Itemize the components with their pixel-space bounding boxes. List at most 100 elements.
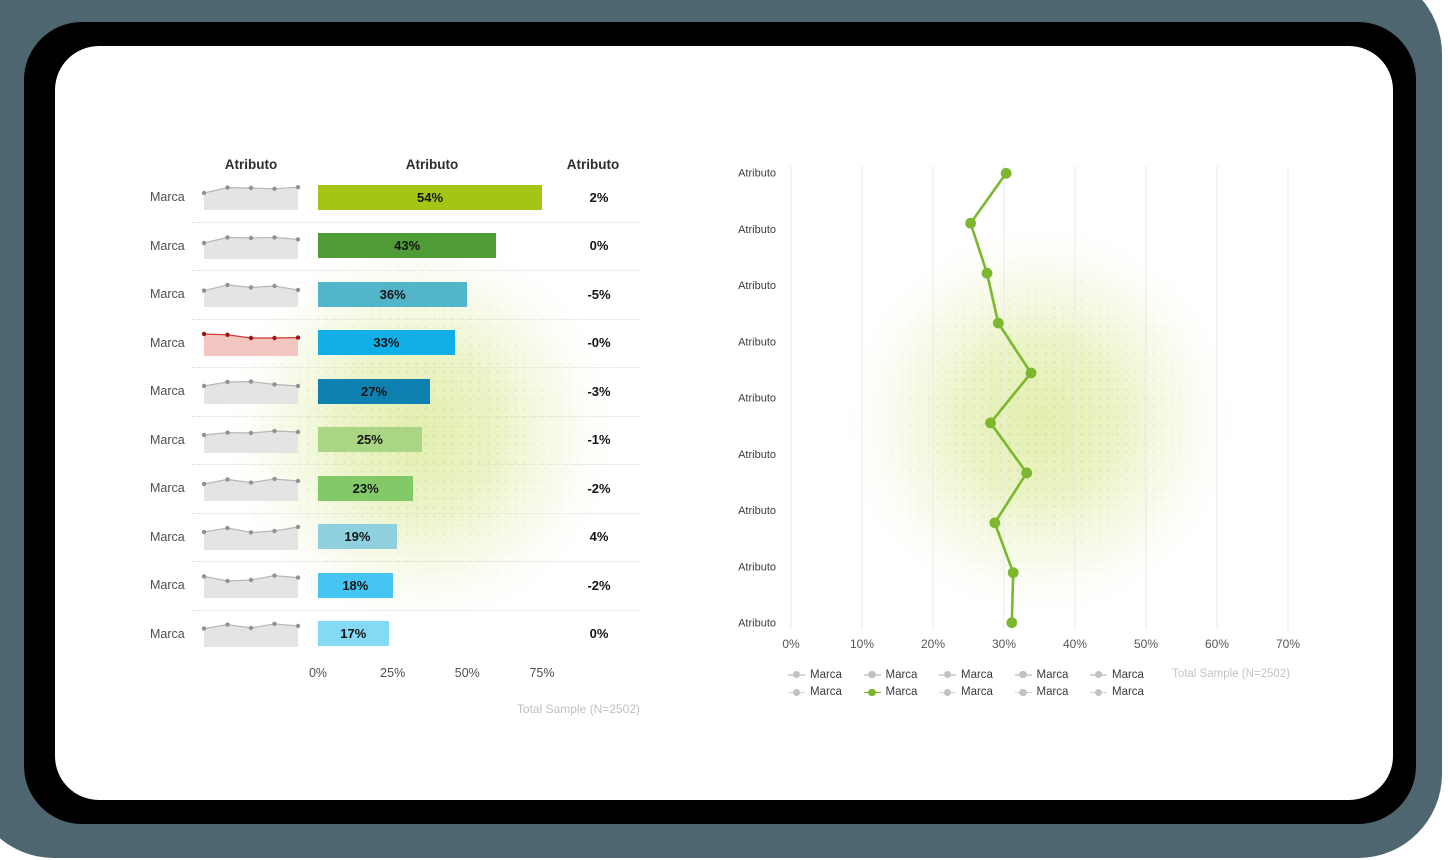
legend-label: Marca	[810, 686, 842, 699]
sparkline	[201, 185, 301, 211]
data-point	[992, 317, 1004, 329]
table-row: Marca 25% -1%	[150, 415, 640, 465]
legend-marker-icon	[939, 688, 956, 697]
sparkline-point	[225, 622, 230, 627]
legend-label: Marca	[885, 668, 918, 681]
sparkline-point	[248, 529, 254, 535]
category-label: Atributo	[738, 224, 776, 236]
category-label: Atributo	[738, 618, 776, 630]
table-row: Marca 18% -2%	[150, 561, 640, 610]
sparkline-point	[225, 430, 230, 435]
dashboard-card: Atributo Atributo Atributo Marca 54% 2% Mar…	[55, 46, 1393, 800]
brand-label: Marca	[150, 432, 185, 447]
sparkline	[201, 283, 301, 308]
sparkline-point	[272, 573, 277, 579]
brand-attribute-table: Atributo Atributo Atributo Marca 54% 2% Mar…	[150, 155, 640, 716]
value-bar: 23%	[318, 475, 414, 501]
sparkline-area	[204, 479, 298, 502]
sparkline-area	[204, 187, 298, 211]
sparkline-area	[204, 623, 298, 647]
sparkline-point	[248, 578, 254, 583]
data-point	[1025, 367, 1037, 379]
attribute-line-chart: 0% 10% 20% 30% 40% 50% 60% 70% Atributo Atributo A…	[738, 166, 1300, 651]
sparkline-point	[201, 240, 207, 245]
legend-marker-icon	[1090, 670, 1107, 679]
sparkline-point	[295, 384, 301, 389]
value-bar: 19%	[318, 524, 397, 550]
column-header-trend: Atributo	[224, 156, 278, 172]
sparkline-point	[295, 335, 301, 340]
legend-item: Marca	[1090, 666, 1166, 684]
category-label: Atributo	[738, 449, 776, 461]
delta-value: -0%	[587, 335, 611, 351]
category-label: Atributo	[738, 561, 776, 573]
brand-label: Marca	[150, 626, 185, 641]
brand-label: Marca	[150, 384, 185, 399]
sparkline-point	[295, 429, 301, 434]
sparkline-point	[272, 621, 277, 626]
sparkline-point	[248, 625, 254, 630]
table-row: Marca 17% 0%	[150, 609, 640, 659]
bar-value-label: 23%	[352, 480, 379, 496]
legend-item: Marca	[939, 684, 1015, 702]
sparkline-point	[272, 528, 277, 533]
sparkline-point	[272, 186, 277, 192]
bar-value-label: 25%	[356, 432, 383, 448]
value-bar: 43%	[318, 233, 497, 259]
sparkline	[201, 428, 301, 453]
sparkline-point	[272, 477, 277, 482]
sparkline-point	[201, 482, 207, 487]
legend-marker-icon	[863, 670, 881, 679]
legend-item: Marca	[1014, 666, 1091, 684]
legend-label: Marca	[1112, 686, 1144, 699]
legend-label: Marca	[961, 686, 993, 699]
bar-value-label: 54%	[416, 189, 444, 205]
sparkline-point	[295, 524, 301, 529]
legend-marker-icon	[788, 688, 805, 697]
x-axis-tick-label: 0%	[782, 637, 800, 651]
bar-value-label: 36%	[379, 286, 406, 302]
delta-value: -1%	[587, 432, 611, 448]
sparkline-point	[201, 288, 207, 294]
legend-label: Marca	[961, 668, 993, 681]
x-axis-tick-label: 10%	[850, 637, 874, 651]
category-label: Atributo	[738, 336, 776, 348]
sparkline-point	[225, 477, 230, 482]
legend-item: Marca	[1090, 684, 1166, 702]
table-body: Marca 54% 2% Marca 43% 0% Marca 36% -5% Marca 33% -…	[150, 173, 640, 658]
bar-x-axis-track: 0% 25% 50% 75%	[309, 658, 555, 688]
category-label: Atributo	[738, 280, 776, 292]
legend-marker-icon	[1090, 688, 1107, 697]
delta-value: 0%	[589, 626, 609, 642]
sparkline-point	[272, 428, 277, 433]
bar-x-axis: 0% 25% 50% 75%	[150, 658, 640, 688]
data-point	[985, 417, 996, 429]
delta-value: -3%	[587, 383, 611, 399]
bar-value-label: 33%	[373, 335, 400, 351]
sparkline-area	[204, 430, 298, 453]
sparkline-point	[248, 285, 254, 290]
sparkline-point	[248, 379, 254, 385]
bar-value-label: 27%	[360, 383, 388, 399]
column-header-score: Atributo	[405, 156, 459, 172]
sparkline	[201, 621, 301, 647]
legend-marker-icon	[939, 670, 956, 679]
sparkline	[201, 477, 301, 502]
sparkline-point	[201, 331, 207, 336]
x-tick-label: 25%	[380, 666, 406, 680]
x-tick-label: 50%	[454, 666, 480, 680]
delta-value: -2%	[587, 577, 611, 593]
legend-item: Marca	[788, 684, 864, 702]
sparkline-point	[225, 525, 230, 530]
legend-item: Marca	[863, 666, 940, 684]
brand-label: Marca	[150, 529, 185, 544]
x-axis-tick-label: 30%	[992, 637, 1016, 651]
sparkline-area	[204, 381, 298, 405]
sparkline-point	[248, 480, 254, 486]
sparkline-point	[201, 384, 207, 389]
legend-label: Marca	[1036, 686, 1069, 699]
data-point	[965, 217, 976, 229]
data-point	[1006, 617, 1018, 629]
delta-value: 4%	[589, 529, 609, 545]
brand-label: Marca	[150, 287, 185, 302]
